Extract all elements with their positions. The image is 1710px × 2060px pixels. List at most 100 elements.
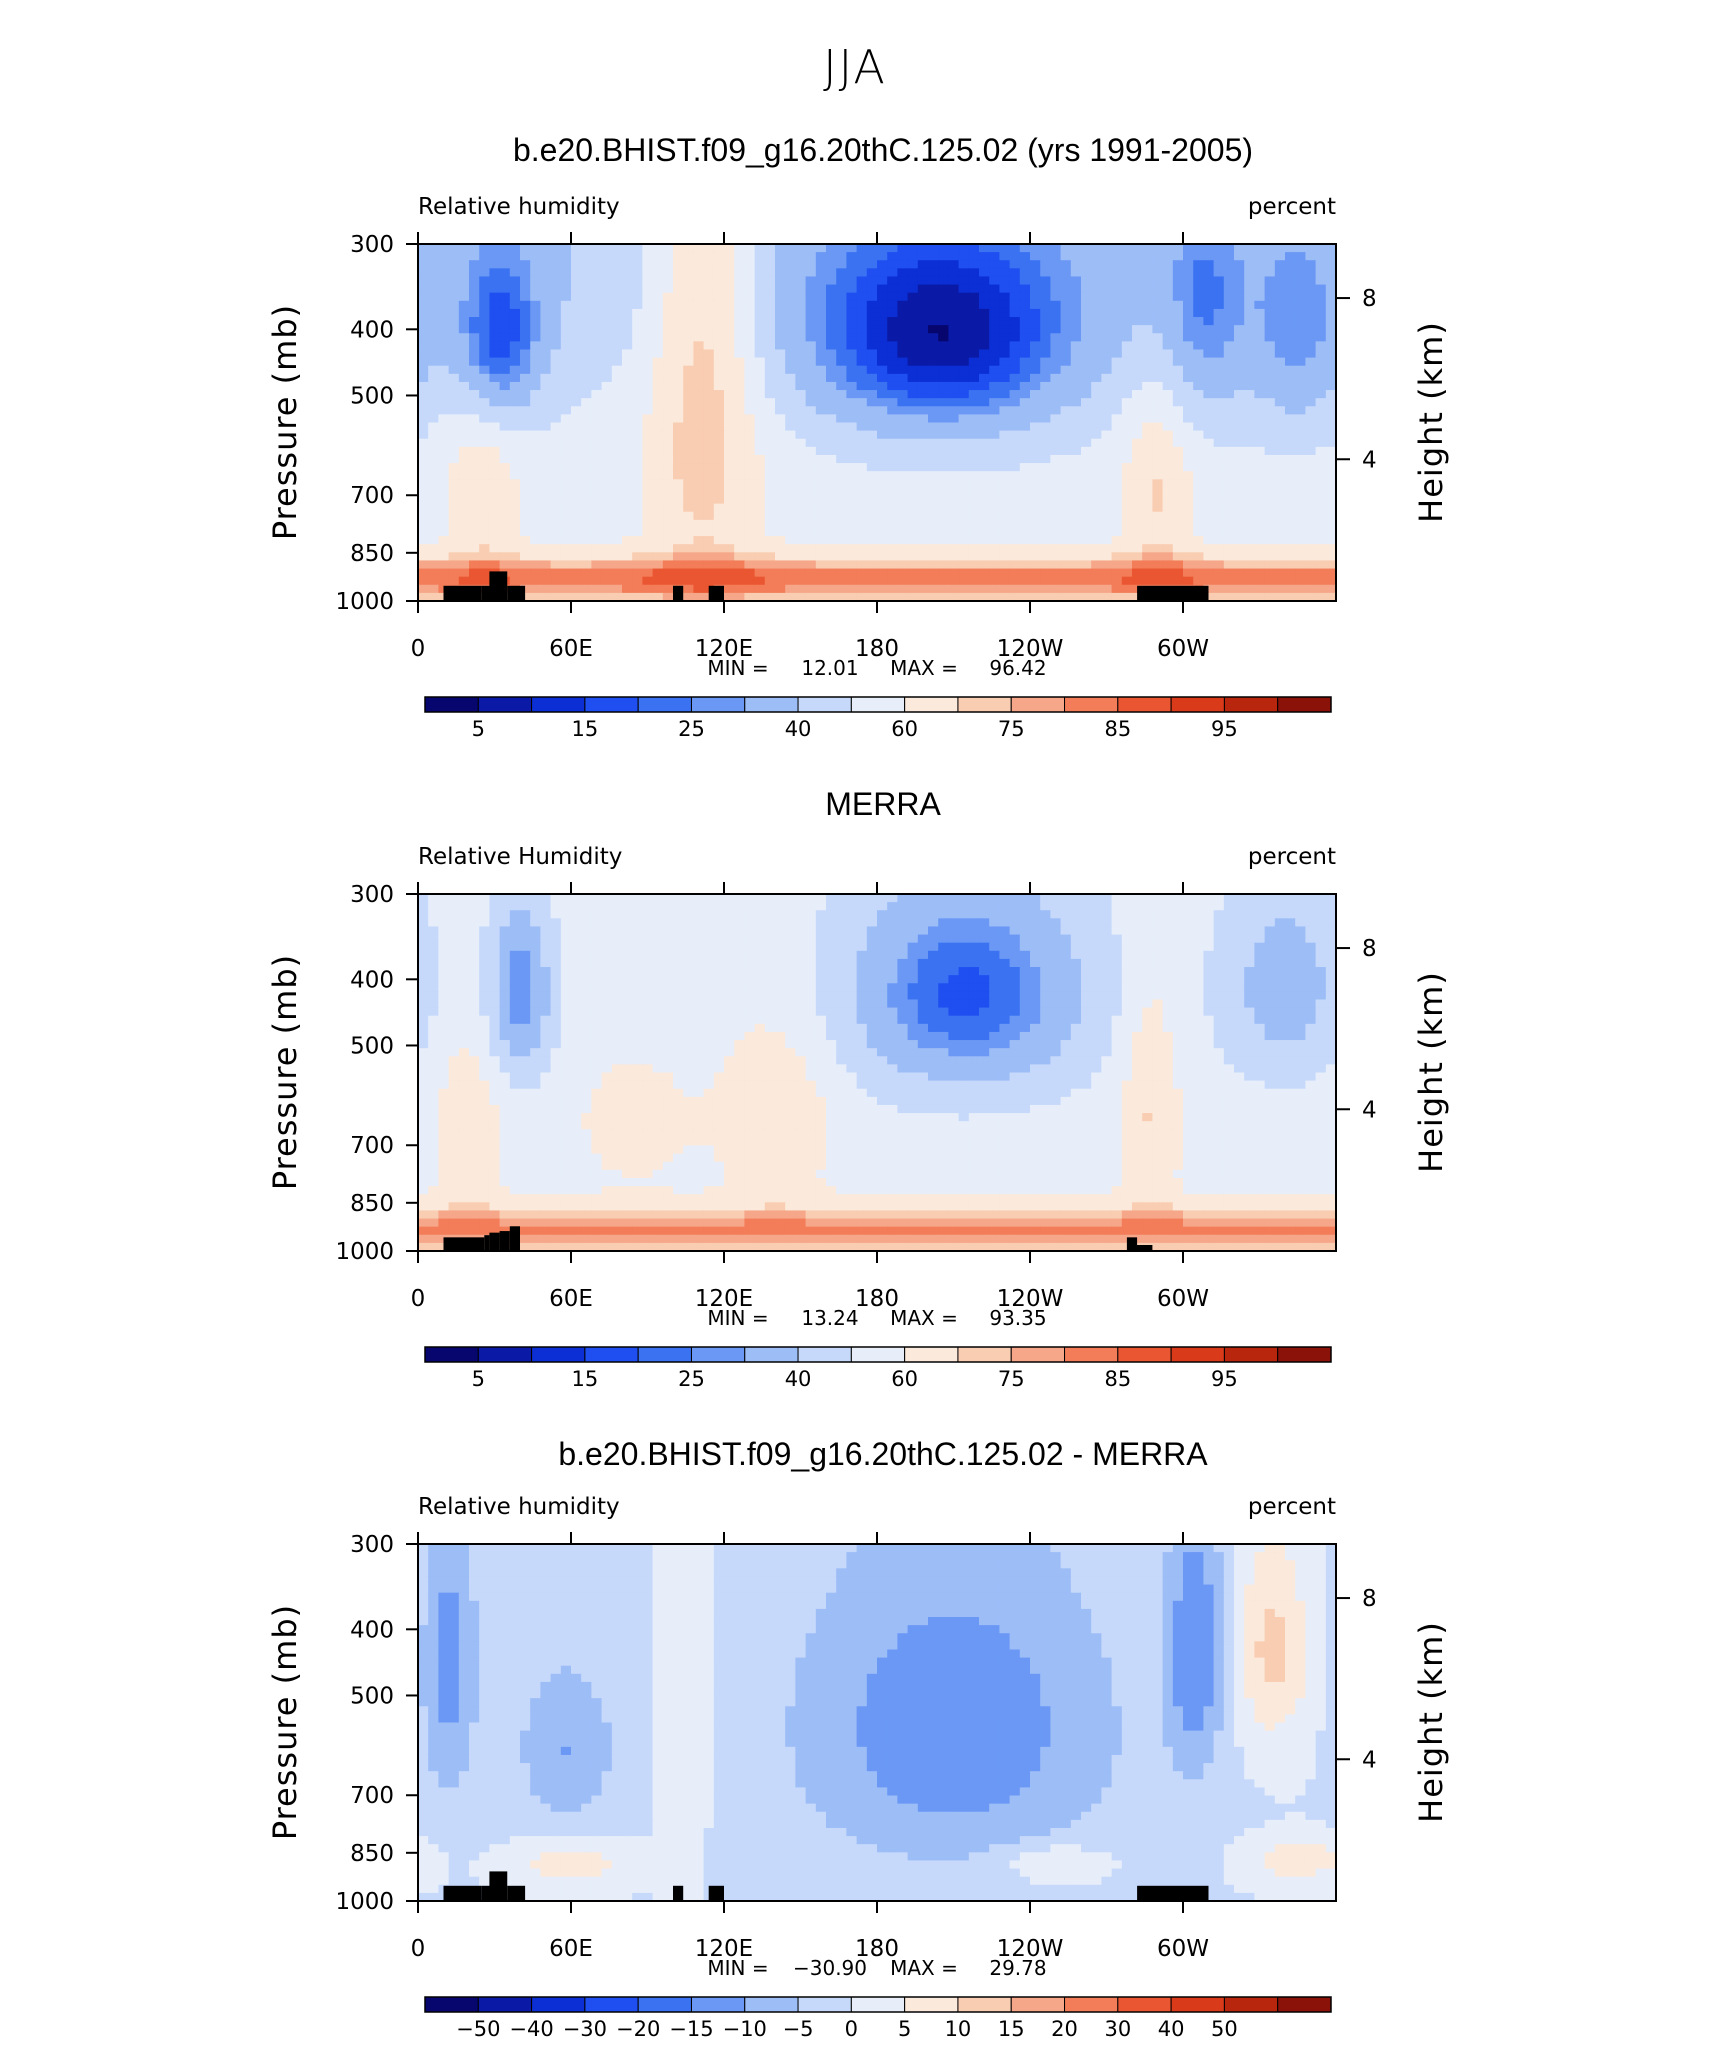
field-cell [1183,293,1194,302]
field-cell [632,431,643,440]
field-cell [479,358,490,367]
field-cell [897,926,908,935]
field-cell [1173,520,1184,529]
field-cell [785,544,796,553]
field-cell [510,463,521,472]
field-cell [530,943,541,952]
field-cell [602,959,613,968]
field-cell [663,293,674,302]
field-cell [816,512,827,521]
field-cell [438,244,449,253]
field-cell [602,398,613,407]
field-cell [1112,926,1123,935]
field-cell [1295,894,1306,903]
field-cell [1183,894,1194,903]
field-cell [755,244,766,253]
field-cell [1244,504,1255,513]
field-cell [540,431,551,440]
field-cell [724,918,735,927]
field-cell [642,301,653,310]
field-cell [785,951,796,960]
field-cell [632,341,643,350]
field-cell [1265,910,1276,919]
field-cell [1203,926,1214,935]
field-cell [428,528,439,537]
field-cell [428,309,439,318]
field-cell [602,520,613,529]
field-cell [653,341,664,350]
field-cell [775,406,786,415]
field-cell [1030,463,1041,472]
field-cell [1152,959,1163,968]
field-cell [1050,512,1061,521]
field-cell [540,463,551,472]
field-cell [775,943,786,952]
field-cell [449,301,460,310]
field-cell [418,471,429,480]
field-cell [948,382,959,391]
field-cell [948,512,959,521]
field-cell [969,463,980,472]
field-cell [877,349,888,358]
field-cell [469,577,480,586]
field-cell [887,414,898,423]
field-cell [602,374,613,383]
field-cell [989,544,1000,553]
field-cell [530,536,541,545]
field-cell [449,309,460,318]
field-cell [1122,276,1133,285]
field-cell [867,463,878,472]
field-cell [1152,252,1163,261]
field-cell [806,487,817,496]
field-cell [428,406,439,415]
field-cell [561,471,572,480]
field-cell [571,910,582,919]
field-cell [438,374,449,383]
field-cell [867,552,878,561]
field-cell [1061,577,1072,586]
field-cell [540,918,551,927]
field-cell [775,439,786,448]
field-cell [1326,358,1337,367]
field-cell [622,349,633,358]
field-cell [1193,496,1204,505]
field-cell [836,333,847,342]
field-cell [581,374,592,383]
field-cell [612,309,623,318]
field-cell [999,935,1010,944]
field-cell [1295,569,1306,578]
field-cell [1132,349,1143,358]
field-cell [571,544,582,553]
field-cell [744,528,755,537]
field-cell [1050,544,1061,553]
field-cell [1101,276,1112,285]
field-cell [530,390,541,399]
field-cell [489,431,500,440]
field-cell [918,349,929,358]
field-cell [489,268,500,277]
field-cell [765,935,776,944]
field-cell [1203,479,1214,488]
field-cell [510,309,521,318]
field-cell [887,390,898,399]
field-cell [806,935,817,944]
field-cell [765,471,776,480]
field-cell [1101,244,1112,253]
field-cell [724,536,735,545]
field-cell [642,959,653,968]
field-cell [816,309,827,318]
field-cell [1244,560,1255,569]
field-cell [918,423,929,432]
field-cell [948,455,959,464]
field-cell [785,967,796,976]
field-cell [1050,317,1061,326]
field-cell [928,479,939,488]
field-cell [1203,577,1214,586]
field-cell [816,910,827,919]
field-cell [693,935,704,944]
field-cell [540,959,551,968]
field-cell [857,577,868,586]
field-cell [459,447,470,456]
field-cell [510,926,521,935]
field-cell [836,544,847,553]
